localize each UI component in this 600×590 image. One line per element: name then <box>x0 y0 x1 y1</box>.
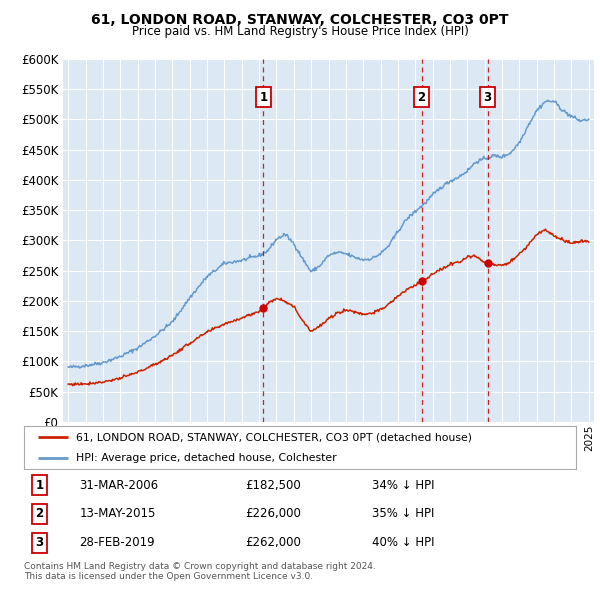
Text: This data is licensed under the Open Government Licence v3.0.: This data is licensed under the Open Gov… <box>24 572 313 581</box>
Text: 61, LONDON ROAD, STANWAY, COLCHESTER, CO3 0PT: 61, LONDON ROAD, STANWAY, COLCHESTER, CO… <box>91 13 509 27</box>
Text: 3: 3 <box>35 536 44 549</box>
Text: 2: 2 <box>35 507 44 520</box>
Text: 35% ↓ HPI: 35% ↓ HPI <box>372 507 434 520</box>
Text: 1: 1 <box>259 91 268 104</box>
Text: £182,500: £182,500 <box>245 478 301 491</box>
Text: Contains HM Land Registry data © Crown copyright and database right 2024.: Contains HM Land Registry data © Crown c… <box>24 562 376 571</box>
Text: 31-MAR-2006: 31-MAR-2006 <box>79 478 158 491</box>
Text: 3: 3 <box>484 91 491 104</box>
Text: 13-MAY-2015: 13-MAY-2015 <box>79 507 155 520</box>
Text: 1: 1 <box>35 478 44 491</box>
Text: £262,000: £262,000 <box>245 536 301 549</box>
Text: 34% ↓ HPI: 34% ↓ HPI <box>372 478 434 491</box>
Text: £226,000: £226,000 <box>245 507 301 520</box>
Text: 2: 2 <box>418 91 426 104</box>
Text: Price paid vs. HM Land Registry's House Price Index (HPI): Price paid vs. HM Land Registry's House … <box>131 25 469 38</box>
Text: 61, LONDON ROAD, STANWAY, COLCHESTER, CO3 0PT (detached house): 61, LONDON ROAD, STANWAY, COLCHESTER, CO… <box>76 432 472 442</box>
Text: 40% ↓ HPI: 40% ↓ HPI <box>372 536 434 549</box>
Text: HPI: Average price, detached house, Colchester: HPI: Average price, detached house, Colc… <box>76 453 337 463</box>
Text: 28-FEB-2019: 28-FEB-2019 <box>79 536 155 549</box>
